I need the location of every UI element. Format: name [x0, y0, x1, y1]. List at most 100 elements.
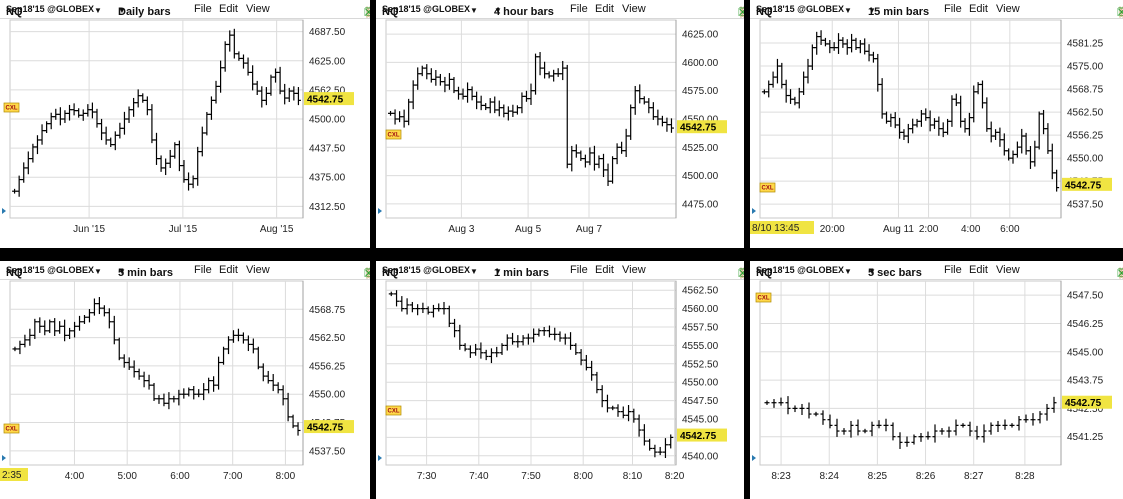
price-bar [57, 321, 63, 334]
link-chain-icon[interactable]: ⛓ [1117, 267, 1123, 280]
chart-window[interactable]: NQ Sep18'15 @GLOBEX ▼ 5 sec bars ▼ File E… [750, 261, 1123, 499]
price-bar [1023, 414, 1029, 423]
edit-menu[interactable]: Edit [969, 3, 988, 15]
x-tick-label: 8:24 [819, 471, 839, 482]
chart-window[interactable]: NQ Sep18'15 @GLOBEX ▼ 4 hour bars ▼ File … [376, 0, 744, 248]
y-tick-label: 4437.50 [309, 144, 346, 155]
scroll-arrow-icon[interactable] [378, 208, 382, 214]
view-menu[interactable]: View [622, 3, 646, 15]
file-menu[interactable]: File [570, 264, 588, 276]
window-restore-icon[interactable]: ❐ [738, 6, 744, 19]
file-menu[interactable]: File [944, 264, 962, 276]
cxl-order-tag[interactable] [3, 423, 20, 434]
scroll-arrow-icon[interactable] [752, 208, 756, 214]
y-tick-label: 4557.50 [682, 323, 719, 334]
price-bar [245, 335, 251, 352]
symbol-selector[interactable]: NQ Sep18'15 @GLOBEX ▼ [6, 265, 102, 279]
price-chart[interactable]: 4687.50 4625.00 4562.50 4500.00 4437.50 4375.… [0, 18, 370, 248]
price-bar [77, 315, 83, 331]
price-bar [974, 425, 980, 440]
link-chain-icon[interactable]: ⛓ [364, 6, 370, 19]
close-window-icon[interactable]: ✕ [738, 267, 744, 280]
symbol-selector[interactable]: NQ Sep18'15 @GLOBEX ▼ [756, 4, 852, 18]
symbol-selector[interactable]: NQ Sep18'15 @GLOBEX ▼ [382, 265, 478, 279]
price-bar [42, 320, 48, 336]
chart-window[interactable]: NQ Sep18'15 @GLOBEX ▼ 1 min bars ▼ File E… [376, 261, 744, 499]
link-chain-icon[interactable]: ⛓ [364, 267, 370, 280]
x-tick-label: Aug 5 [515, 224, 542, 235]
dropdown-caret-icon: ▼ [118, 6, 126, 15]
price-chart[interactable]: 4547.50 4546.25 4545.00 4543.75 4542.50 4541.… [750, 279, 1123, 499]
close-window-icon[interactable]: ✕ [1117, 6, 1123, 19]
view-menu[interactable]: View [622, 264, 646, 276]
close-window-icon[interactable]: ✕ [364, 267, 370, 280]
edit-menu[interactable]: Edit [219, 264, 238, 276]
y-tick-label: 4547.50 [1067, 291, 1104, 302]
price-chart[interactable]: 4625.00 4600.00 4575.00 4550.00 4525.00 4500.… [376, 18, 744, 248]
cxl-order-tag[interactable] [755, 292, 772, 303]
close-window-icon[interactable]: ✕ [364, 6, 370, 19]
view-menu[interactable]: View [246, 3, 270, 15]
cxl-order-tag[interactable] [759, 182, 776, 193]
link-chain-icon[interactable]: ⛓ [738, 6, 744, 19]
window-restore-icon[interactable]: ❐ [1117, 267, 1123, 280]
view-menu[interactable]: View [996, 264, 1020, 276]
price-bar [641, 424, 647, 446]
link-chain-icon[interactable]: ⛓ [1117, 6, 1123, 19]
y-tick-label: 4547.50 [682, 396, 719, 407]
window-restore-icon[interactable]: ❐ [738, 267, 744, 280]
cxl-order-tag[interactable] [385, 129, 402, 140]
edit-menu[interactable]: Edit [219, 3, 238, 15]
y-tick-label: 4562.50 [309, 333, 346, 344]
edit-menu[interactable]: Edit [595, 3, 614, 15]
price-bar [488, 348, 494, 364]
cxl-order-tag[interactable] [3, 102, 20, 113]
window-restore-icon[interactable]: ❐ [1117, 6, 1123, 19]
price-bar [904, 436, 910, 447]
view-menu[interactable]: View [996, 3, 1020, 15]
price-chart[interactable]: 4568.754562.504556.254550.004543.754537.… [0, 279, 370, 499]
edit-menu[interactable]: Edit [969, 264, 988, 276]
view-menu[interactable]: View [246, 264, 270, 276]
scroll-arrow-icon[interactable] [752, 455, 756, 461]
price-bar [37, 317, 43, 333]
chart-window[interactable]: NQ Sep18'15 @GLOBEX ▼ Daily bars ▼ File E… [0, 0, 370, 248]
window-restore-icon[interactable]: ❐ [364, 267, 370, 280]
price-bar [415, 304, 421, 316]
file-menu[interactable]: File [194, 264, 212, 276]
file-menu[interactable]: File [570, 3, 588, 15]
close-window-icon[interactable]: ✕ [1117, 267, 1123, 280]
price-bar [652, 444, 658, 458]
file-menu[interactable]: File [194, 3, 212, 15]
price-chart[interactable]: 4581.25 4575.00 4568.75 4562.50 4556.25 4550.… [750, 18, 1123, 248]
price-bar [568, 332, 574, 350]
chart-title-bar: NQ Sep18'15 @GLOBEX ▼ 4 hour bars ▼ File … [376, 0, 744, 19]
symbol-selector[interactable]: NQ Sep18'15 @GLOBEX ▼ [756, 265, 852, 279]
last-price-label: 4542.75 [680, 431, 717, 442]
symbol-selector[interactable]: NQ Sep18'15 @GLOBEX ▼ [6, 4, 102, 18]
window-restore-icon[interactable]: ❐ [364, 6, 370, 19]
price-bar [925, 431, 931, 440]
price-bar [883, 418, 889, 432]
file-menu[interactable]: File [944, 3, 962, 15]
y-tick-label: 4543.75 [1067, 376, 1104, 387]
scroll-arrow-icon[interactable] [2, 208, 6, 214]
edit-menu[interactable]: Edit [595, 264, 614, 276]
chart-window[interactable]: NQ Sep18'15 @GLOBEX ▼ 5 min bars ▼ File E… [0, 261, 370, 499]
price-bar [668, 434, 674, 449]
price-bar [515, 335, 521, 348]
cxl-order-tag[interactable] [385, 405, 402, 416]
x-tick-label: 8:26 [916, 471, 936, 482]
symbol-selector[interactable]: NQ Sep18'15 @GLOBEX ▼ [382, 4, 478, 18]
price-bar [186, 387, 192, 397]
price-bar [290, 414, 296, 429]
dropdown-caret-icon: ▼ [93, 267, 102, 276]
chart-window[interactable]: NQ Sep18'15 @GLOBEX ▼ 15 min bars ▼ File … [750, 0, 1123, 248]
price-bar [510, 332, 516, 345]
close-window-icon[interactable]: ✕ [738, 6, 744, 19]
scroll-arrow-icon[interactable] [378, 455, 382, 461]
price-chart[interactable]: 4562.50 4560.00 4557.50 4555.00 4552.50 4550.… [376, 279, 744, 499]
link-chain-icon[interactable]: ⛓ [738, 267, 744, 280]
scroll-arrow-icon[interactable] [2, 455, 6, 461]
price-bar [531, 328, 537, 343]
